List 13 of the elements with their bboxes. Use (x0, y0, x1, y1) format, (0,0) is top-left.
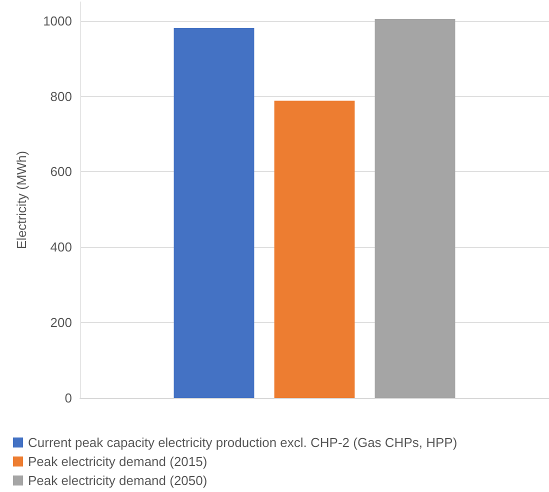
bar (174, 28, 254, 398)
legend-label: Current peak capacity electricity production excl. CHP-2 (Gas CHPs, HPP) (28, 435, 458, 450)
bar (374, 18, 456, 398)
y-tick-label: 800 (50, 88, 72, 104)
legend-label: Peak electricity demand (2015) (28, 454, 208, 469)
y-tick-label: 200 (50, 315, 72, 330)
legend-label: Peak electricity demand (2050) (28, 473, 208, 488)
y-tick-label: 600 (50, 164, 72, 180)
y-axis-title: Electricity (MWh) (14, 150, 29, 250)
bar (274, 100, 355, 398)
y-tick-label: 0 (64, 390, 72, 406)
y-tick-label: 1000 (43, 13, 72, 28)
y-tick-label: 400 (50, 240, 72, 255)
